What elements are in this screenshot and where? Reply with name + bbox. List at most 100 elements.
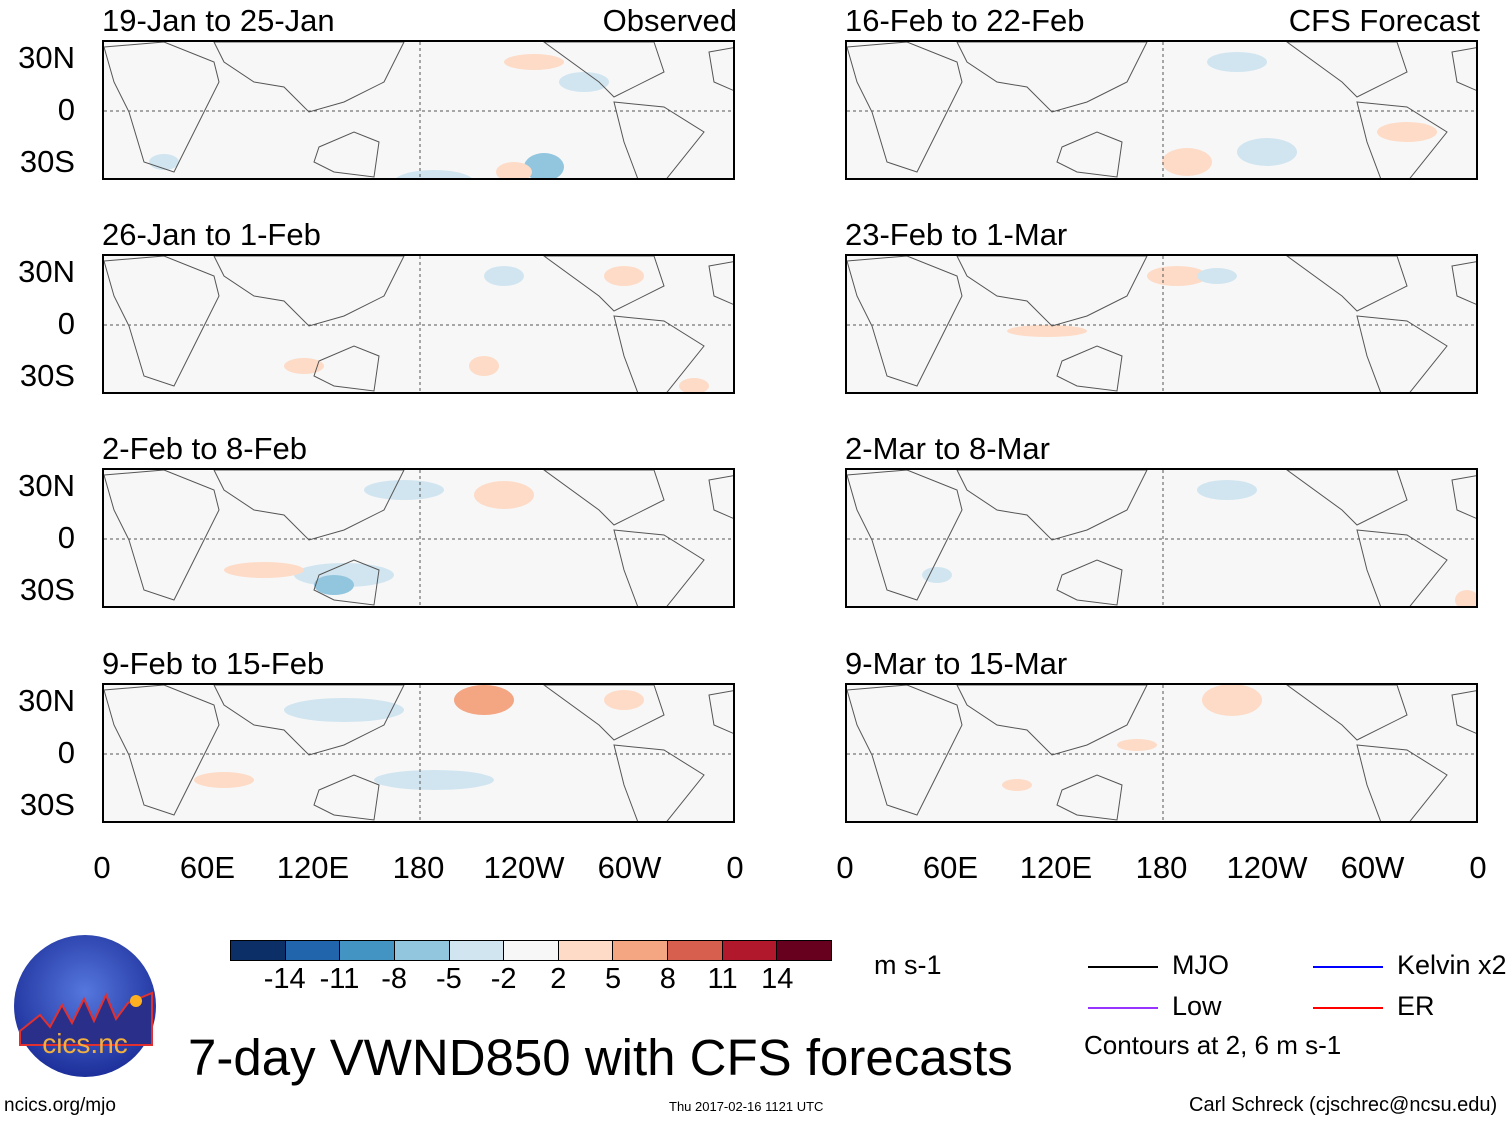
anomaly-shading bbox=[1377, 122, 1437, 142]
lat-tick-label: 30N bbox=[18, 254, 75, 289]
anomaly-shading bbox=[1455, 590, 1476, 606]
colorbar-label: -2 bbox=[490, 963, 517, 995]
colorbar-label: 8 bbox=[659, 963, 676, 995]
coastline bbox=[213, 470, 405, 541]
coastline bbox=[847, 470, 963, 601]
lon-tick-label: 180 bbox=[392, 850, 445, 885]
lat-tick-label: 0 bbox=[57, 92, 75, 127]
coastline bbox=[1356, 101, 1448, 178]
panel-title: 26-Jan to 1-Feb bbox=[102, 217, 321, 252]
coastline bbox=[1286, 42, 1408, 98]
colorbar-label: 11 bbox=[707, 963, 738, 995]
legend-label: MJO bbox=[1172, 950, 1229, 980]
lon-tick-label: 0 bbox=[93, 850, 111, 885]
anomaly-shading bbox=[194, 772, 254, 788]
coastline bbox=[1356, 744, 1448, 821]
map-panel bbox=[102, 40, 735, 180]
coastline bbox=[956, 470, 1148, 541]
anomaly-shading bbox=[224, 562, 304, 578]
lat-tick-label: 30S bbox=[19, 144, 75, 179]
colorbar-label: 5 bbox=[605, 963, 622, 995]
cics-logo: cics.nc bbox=[12, 935, 158, 1078]
legend-label: ER bbox=[1397, 991, 1435, 1021]
coastline bbox=[956, 685, 1148, 756]
contour-note: Contours at 2, 6 m s-1 bbox=[1084, 1030, 1342, 1060]
colorbar-label: 14 bbox=[761, 963, 794, 995]
map-panel bbox=[845, 254, 1478, 394]
coastline bbox=[956, 42, 1148, 113]
lon-tick-label: 0 bbox=[1469, 850, 1487, 885]
panel-title: 2-Feb to 8-Feb bbox=[102, 431, 308, 466]
coastline bbox=[104, 256, 220, 387]
coastline bbox=[708, 47, 733, 91]
lon-tick-label: 0 bbox=[726, 850, 744, 885]
anomaly-shading bbox=[1147, 266, 1207, 286]
coastline bbox=[1451, 47, 1476, 91]
map-panel bbox=[845, 683, 1478, 823]
coastline bbox=[1056, 131, 1123, 178]
coastline bbox=[313, 345, 380, 392]
anomaly-shading bbox=[679, 378, 709, 392]
lon-tick-label: 120W bbox=[1226, 850, 1308, 885]
anomaly-shading bbox=[474, 481, 534, 509]
lat-tick-label: 30S bbox=[19, 572, 75, 607]
legend-line bbox=[1088, 1007, 1158, 1009]
coastline bbox=[543, 42, 665, 98]
coastline bbox=[104, 470, 220, 601]
panel-source-label: CFS Forecast bbox=[1288, 3, 1480, 38]
anomaly-shading bbox=[922, 567, 952, 583]
legend-label: Kelvin x2 bbox=[1397, 950, 1507, 980]
coastline bbox=[543, 256, 665, 312]
anomaly-shading bbox=[454, 685, 514, 715]
coastline bbox=[1286, 256, 1408, 312]
coastline bbox=[543, 685, 665, 741]
lon-tick-label: 60W bbox=[597, 850, 662, 885]
coastline bbox=[613, 315, 705, 392]
colorbar-label: -5 bbox=[436, 963, 462, 995]
coastline bbox=[1451, 690, 1476, 734]
anomaly-shading bbox=[396, 170, 472, 178]
coastline bbox=[1056, 559, 1123, 606]
footer-url[interactable]: ncics.org/mjo bbox=[4, 1095, 116, 1116]
lon-tick-label: 0 bbox=[836, 850, 854, 885]
anomaly-shading bbox=[504, 54, 564, 70]
anomaly-shading bbox=[604, 266, 644, 286]
coastline bbox=[613, 101, 705, 178]
coastline bbox=[104, 42, 220, 173]
coastline bbox=[313, 559, 380, 606]
anomaly-shading bbox=[559, 72, 609, 92]
coastline bbox=[313, 774, 380, 821]
panel-title: 23-Feb to 1-Mar bbox=[845, 217, 1068, 252]
anomaly-shading bbox=[496, 162, 532, 178]
colorbar-swatch bbox=[668, 941, 723, 960]
lat-tick-label: 30S bbox=[19, 787, 75, 822]
panel-title: 16-Feb to 22-Feb bbox=[845, 3, 1085, 38]
anomaly-shading bbox=[364, 480, 444, 500]
anomaly-shading bbox=[1002, 779, 1032, 791]
panel-title: 2-Mar to 8-Mar bbox=[845, 431, 1050, 466]
colorbar-label: -11 bbox=[319, 963, 360, 995]
coastline bbox=[708, 475, 733, 519]
anomaly-shading bbox=[1162, 148, 1212, 176]
lon-tick-label: 180 bbox=[1135, 850, 1188, 885]
coastline bbox=[1286, 685, 1408, 741]
anomaly-shading bbox=[469, 356, 499, 376]
lon-tick-label: 60W bbox=[1340, 850, 1405, 885]
coastline bbox=[213, 42, 405, 113]
map-panel bbox=[102, 468, 735, 608]
lon-tick-label: 60E bbox=[922, 850, 979, 885]
lon-tick-label: 120E bbox=[276, 850, 350, 885]
anomaly-shading bbox=[1007, 325, 1087, 337]
lat-tick-label: 0 bbox=[57, 306, 75, 341]
coastline bbox=[613, 744, 705, 821]
coastline bbox=[104, 685, 220, 816]
coastline bbox=[1056, 774, 1123, 821]
anomaly-shading bbox=[284, 358, 324, 374]
colorbar-swatch bbox=[613, 941, 669, 960]
map-panel bbox=[102, 254, 735, 394]
panel-title: 9-Feb to 15-Feb bbox=[102, 646, 325, 681]
colorbar-swatch bbox=[777, 941, 832, 960]
map-panel bbox=[102, 683, 735, 823]
legend-line bbox=[1088, 966, 1158, 968]
coastline bbox=[213, 685, 405, 756]
